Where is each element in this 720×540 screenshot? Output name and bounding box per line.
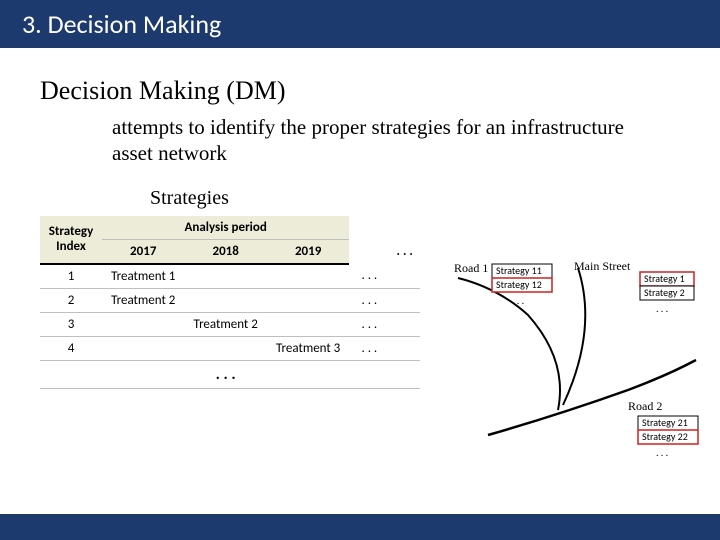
row-ellipsis: . . . (349, 288, 389, 312)
table-cell (184, 336, 266, 360)
table-row: 1 Treatment 1 . . . (40, 264, 420, 289)
table-cell (267, 288, 349, 312)
table-cell: Treatment 1 (102, 264, 184, 289)
table-row: 2 Treatment 2 . . . (40, 288, 420, 312)
strategy-index: 2 (40, 288, 102, 312)
header-ellipsis: . . . (389, 239, 420, 264)
road1-path (458, 278, 560, 410)
strategy-label: Strategy 12 (496, 278, 542, 291)
table-cell: Treatment 3 (267, 336, 349, 360)
mainstreet-path (563, 268, 585, 405)
ellipsis-label: . . . (656, 446, 668, 459)
strategy-index: 1 (40, 264, 102, 289)
table-cell (267, 264, 349, 289)
table-cell: Treatment 2 (184, 312, 266, 336)
strategy-label: Strategy 2 (644, 286, 685, 299)
table-row: 3 Treatment 2 . . . (40, 312, 420, 336)
year-header: 2017 (102, 239, 184, 264)
year-header: 2018 (184, 239, 266, 264)
row-ellipsis: . . . (349, 336, 389, 360)
strategy-label: Strategy 21 (642, 416, 688, 429)
row-ellipsis: . . . (349, 312, 389, 336)
strategies-table-wrap: Strategy Index Analysis period 2017 2018… (40, 216, 420, 389)
year-header: 2019 (267, 239, 349, 264)
table-row-ellipsis: . . . (40, 360, 420, 388)
row-ellipsis: . . . (349, 264, 389, 289)
ellipsis-label: . . . (656, 302, 668, 315)
road2-label: Road 2 (628, 399, 662, 413)
strategies-table: Strategy Index Analysis period 2017 2018… (40, 216, 420, 389)
strategy-index-header: Strategy Index (40, 216, 102, 264)
page-title: 3. Decision Making (22, 8, 221, 40)
strategy-label: Strategy 22 (642, 430, 688, 443)
strategy-index: 4 (40, 336, 102, 360)
analysis-period-header: Analysis period (102, 216, 349, 240)
table-cell (184, 264, 266, 289)
strategies-title: Strategies (150, 187, 720, 210)
mainstreet-label: Main Street (574, 260, 631, 273)
header-bar: 3. Decision Making (0, 0, 720, 48)
ellipsis-label: . . . (512, 294, 524, 307)
strategy-label: Strategy 11 (496, 264, 542, 277)
strategy-label: Strategy 1 (644, 272, 685, 285)
network-diagram: Road 1 Strategy 11 Strategy 12 . . . Mai… (448, 260, 708, 480)
section-title: Decision Making (DM) (40, 76, 720, 106)
table-cell: Treatment 2 (102, 288, 184, 312)
table-cell (184, 288, 266, 312)
bottom-ellipsis: . . . (184, 360, 266, 388)
road1-label: Road 1 (454, 261, 488, 275)
footer-bar (0, 514, 720, 540)
table-row: 4 Treatment 3 . . . (40, 336, 420, 360)
table-cell (267, 312, 349, 336)
table-cell (102, 312, 184, 336)
table-cell (102, 336, 184, 360)
section-description: attempts to identify the proper strategi… (112, 114, 652, 167)
strategy-index: 3 (40, 312, 102, 336)
